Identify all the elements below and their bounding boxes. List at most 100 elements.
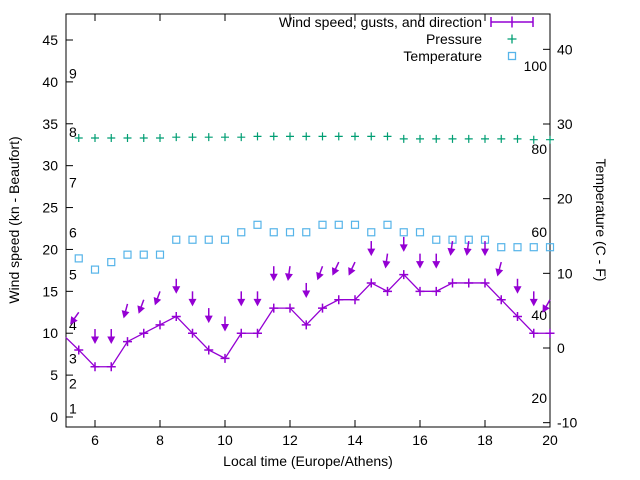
- wind-speed-marker: [269, 303, 279, 313]
- pressure-marker: [286, 132, 294, 141]
- pressure-marker: [188, 133, 197, 142]
- pressure-marker: [204, 133, 213, 142]
- wind-direction-arrow: [107, 329, 116, 345]
- wind-direction-arrow: [253, 291, 262, 307]
- wind-speed-marker: [513, 311, 522, 321]
- y-left-tick-label: 30: [42, 158, 58, 174]
- pressure-marker: [481, 134, 489, 143]
- temperature-marker: [74, 254, 83, 263]
- wind-direction-arrow: [91, 329, 99, 345]
- wind-gust-arrows: [70, 236, 551, 345]
- y-right-tick-label: 0: [557, 340, 565, 356]
- y-right-tick-label: -10: [557, 415, 577, 431]
- wind-speed-marker: [285, 303, 295, 313]
- temperature-marker: [415, 228, 425, 237]
- y-left-tick-labels: 0 5 10 15 20 25 30 35 40 45: [42, 32, 58, 425]
- temperature-marker: [285, 228, 295, 237]
- wind-speed-marker: [480, 278, 490, 288]
- pressure-marker: [513, 134, 522, 143]
- pressure-marker: [107, 134, 116, 143]
- pressure-marker: [351, 132, 359, 141]
- wind-speed-marker: [399, 270, 409, 280]
- wind-direction-arrow: [542, 299, 551, 313]
- beaufort-label: 2: [69, 375, 77, 391]
- pressure-marker: [302, 132, 311, 141]
- y-left-tick-label: 5: [50, 367, 58, 383]
- temperature-marker: [237, 228, 246, 237]
- y-right-ticks: [543, 48, 550, 424]
- y-right-tick-labels: -10 0 10 20 30 40: [557, 41, 577, 430]
- wind-speed-marker: [431, 286, 441, 296]
- temperature-marker: [432, 235, 441, 244]
- pressure-marker: [432, 134, 441, 143]
- y-left-tick-label: 10: [42, 325, 58, 341]
- beaufort-scale-labels: 1 2 3 4 5 6 7 8 9: [69, 66, 77, 417]
- wind-direction-arrow: [432, 253, 441, 269]
- pressure-marker: [253, 132, 262, 141]
- beaufort-label: 7: [69, 174, 77, 190]
- y-left-tick-label: 40: [42, 74, 58, 90]
- wind-speed-marker: [253, 328, 262, 338]
- wind-speed-markers: [74, 270, 555, 372]
- temperature-marker: [497, 243, 506, 252]
- pressure-marker: [156, 134, 164, 143]
- wind-direction-arrow: [316, 265, 324, 281]
- x-axis-label: Local time (Europe/Athens): [223, 453, 393, 469]
- wind-speed-marker: [545, 328, 555, 338]
- beaufort-label: 5: [69, 267, 77, 283]
- wind-speed-marker: [366, 278, 376, 288]
- pressure-marker: [464, 134, 473, 143]
- x-axis-tick-labels: 6 8 10 12 14 16 18 20: [91, 432, 558, 448]
- x-tick-label: 16: [412, 432, 428, 448]
- beaufort-label: 9: [69, 66, 77, 82]
- fahrenheit-label: 100: [524, 58, 548, 74]
- legend-item-wind: Wind speed, gusts, and direction: [279, 13, 536, 31]
- fahrenheit-label: 20: [531, 390, 547, 406]
- pressure-marker: [334, 132, 343, 141]
- pressure-marker: [269, 132, 278, 141]
- legend-item-temperature: Temperature: [403, 47, 536, 65]
- wind-direction-arrow: [481, 241, 489, 257]
- temperature-square-icon: [507, 51, 517, 61]
- temperature-marker: [220, 235, 230, 244]
- temperature-marker: [139, 250, 148, 259]
- beaufort-label: 8: [69, 124, 77, 140]
- wind-direction-arrow: [416, 253, 424, 269]
- temperature-marker: [513, 243, 522, 252]
- temperature-marker: [269, 228, 278, 237]
- temperature-marker: [399, 228, 408, 237]
- wind-speed-marker: [204, 345, 214, 355]
- pressure-marker: [416, 134, 424, 143]
- pressure-marker: [318, 132, 327, 141]
- temperature-marker: [204, 235, 213, 244]
- wind-direction-arrow: [121, 303, 130, 319]
- wind-speed-line: [65, 273, 550, 368]
- wind-direction-arrow: [463, 240, 472, 256]
- pressure-marker: [448, 134, 457, 143]
- pressure-marker: [383, 132, 392, 141]
- wind-speed-marker: [139, 328, 149, 338]
- pressure-plus-icon: [507, 34, 517, 44]
- y-right-tick-label: 30: [557, 116, 573, 132]
- pressure-marker: [367, 132, 376, 141]
- y-left-tick-label: 20: [42, 241, 58, 257]
- x-tick-label: 18: [477, 432, 493, 448]
- temperature-marker: [334, 220, 343, 229]
- wind-direction-arrow: [204, 308, 213, 324]
- wind-speed-marker: [334, 295, 344, 305]
- pressure-marker: [172, 133, 181, 142]
- wind-direction-arrow: [495, 261, 504, 277]
- pressure-marker: [91, 134, 99, 143]
- legend-label-temperature: Temperature: [403, 48, 482, 64]
- wind-direction-arrow: [382, 253, 391, 269]
- temperature-marker: [302, 228, 311, 237]
- x-tick-label: 14: [347, 432, 363, 448]
- temperature-marker: [545, 243, 555, 252]
- temperature-marker: [318, 220, 327, 229]
- legend-item-pressure: Pressure: [426, 30, 536, 48]
- y-left-tick-label: 0: [50, 409, 58, 425]
- pressure-marker: [74, 134, 83, 143]
- temperature-marker: [123, 250, 132, 259]
